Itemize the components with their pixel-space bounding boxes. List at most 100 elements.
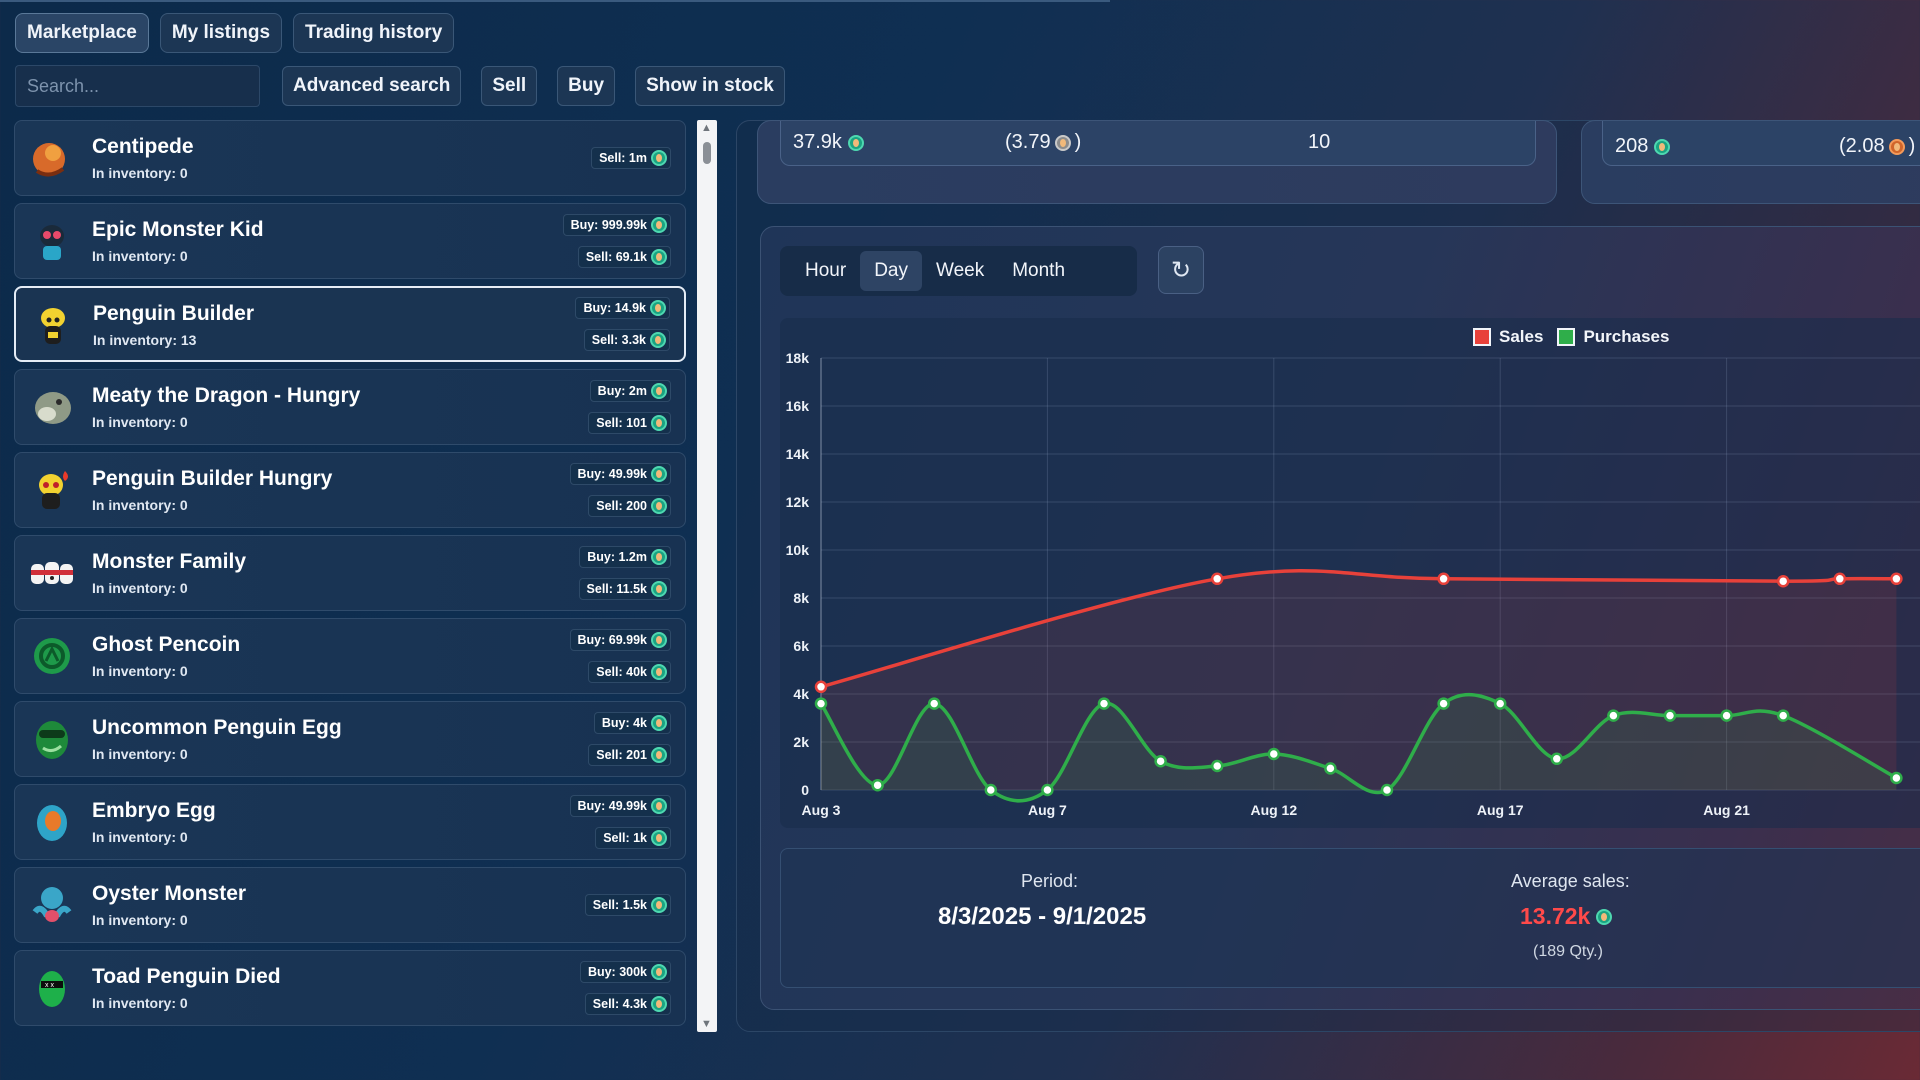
item-row[interactable]: x x Toad Penguin Died In inventory: 0 Buy: … (14, 950, 686, 1026)
data-point-sales (814, 680, 828, 694)
item-row[interactable]: Meaty the Dragon - Hungry In inventory: 0… (14, 369, 686, 445)
item-inventory: In inventory: 0 (92, 414, 188, 430)
x-tick-label: Aug 7 (1028, 802, 1067, 818)
item-inventory: In inventory: 0 (92, 746, 188, 762)
data-point-purchases (814, 697, 828, 710)
coin-icon (650, 300, 666, 316)
buy-price-badge: Buy: 4k (593, 712, 671, 734)
item-inventory: In inventory: 0 (92, 663, 188, 679)
item-prices: Buy: 4k Sell: 201 (588, 702, 671, 776)
buy-price-badge: Buy: 2m (589, 380, 671, 402)
item-row[interactable]: Embryo Egg In inventory: 0 Buy: 49.99k Sell… (14, 784, 686, 860)
buy-filter-button[interactable]: Buy (557, 66, 616, 106)
item-inventory: In inventory: 0 (92, 248, 188, 264)
item-name: Epic Monster Kid (92, 218, 264, 241)
timeframe-selector: Hour Day Week Month (780, 246, 1137, 296)
y-tick-label: 16k (786, 398, 810, 414)
legend-label-purchases: Purchases (1583, 327, 1670, 346)
sell-price-text: Sell: 1m (599, 151, 647, 165)
buy-price-text: Buy: 49.99k (577, 467, 647, 481)
coin-icon (651, 549, 667, 565)
item-row[interactable]: Uncommon Penguin Egg In inventory: 0 Buy: … (14, 701, 686, 777)
item-row[interactable]: Monster Family In inventory: 0 Buy: 1.2m Se… (14, 535, 686, 611)
period-value: 8/3/2025 - 9/1/2025 (938, 903, 1147, 930)
item-row[interactable]: Ghost Pencoin In inventory: 0 Buy: 69.99k S… (14, 618, 686, 694)
x-tick-label: Aug 3 (802, 802, 841, 818)
data-point-purchases (1776, 709, 1790, 722)
sell-price-badge: Sell: 3.3k (583, 329, 670, 351)
search-input[interactable] (15, 65, 260, 107)
item-name: Monster Family (92, 550, 247, 573)
y-tick-label: 18k (786, 350, 810, 366)
coin-icon (651, 632, 667, 648)
timeframe-week[interactable]: Week (935, 260, 985, 281)
list-scrollbar[interactable]: ▲ ▼ (697, 120, 717, 1032)
data-point-sales (1890, 572, 1903, 586)
item-prices: Sell: 1.5k (584, 868, 671, 942)
coin-icon (651, 996, 667, 1012)
sell-price-badge: Sell: 200 (588, 495, 671, 517)
y-tick-label: 0 (801, 782, 809, 798)
timeframe-day[interactable]: Day (860, 251, 922, 291)
data-point-purchases (1324, 762, 1337, 775)
sell-price-text: Sell: 69.1k (585, 250, 647, 264)
stat-value-secondary: 208 (1615, 135, 1649, 157)
series-area-sales (821, 570, 1897, 790)
coin-icon (650, 332, 666, 348)
oyster-monster-icon (29, 882, 75, 928)
item-row[interactable]: Penguin Builder In inventory: 13 Buy: 14.9… (14, 286, 686, 362)
average-sales-label: Average sales: (1511, 871, 1630, 891)
scroll-up-arrow-icon[interactable]: ▲ (701, 122, 712, 134)
buy-price-text: Buy: 1.2m (587, 550, 647, 564)
item-row[interactable]: Epic Monster Kid In inventory: 0 Buy: 999.… (14, 203, 686, 279)
buy-price-badge: Buy: 1.2m (579, 546, 671, 568)
buy-price-badge: Buy: 49.99k (569, 795, 671, 817)
scrollbar-thumb[interactable] (703, 142, 711, 164)
average-sales-value: 13.72k (1520, 903, 1613, 930)
stat-paren-close: ) (1074, 131, 1082, 153)
coin-icon (651, 249, 667, 265)
x-tick-label: Aug 21 (1703, 802, 1750, 818)
item-row[interactable]: Oyster Monster In inventory: 0 Sell: 1.5k (14, 867, 686, 943)
sell-price-badge: Sell: 1.5k (584, 894, 671, 916)
legend-label-sales: Sales (1499, 327, 1544, 346)
advanced-search-button[interactable]: Advanced search (282, 66, 462, 106)
item-row[interactable]: Centipede In inventory: 0 Sell: 1m (14, 120, 686, 196)
item-prices: Sell: 1m (591, 121, 671, 195)
sell-filter-button[interactable]: Sell (481, 66, 538, 106)
legend-item-sales[interactable]: Sales (1473, 327, 1543, 347)
legend-item-purchases[interactable]: Purchases (1557, 327, 1669, 347)
price-stats-row: 37.9k (3.79 ) 10 (780, 121, 1536, 166)
sell-price-badge: Sell: 69.1k (577, 246, 671, 268)
item-name: Penguin Builder (93, 302, 255, 325)
item-name: Toad Penguin Died (92, 965, 281, 988)
embryo-egg-icon (29, 799, 75, 845)
item-prices: Buy: 14.9k Sell: 3.3k (575, 288, 670, 360)
buy-price-badge: Buy: 49.99k (569, 463, 671, 485)
y-tick-label: 6k (793, 638, 809, 654)
item-row[interactable]: Penguin Builder Hungry In inventory: 0 Buy… (14, 452, 686, 528)
scroll-down-arrow-icon[interactable]: ▼ (701, 1018, 712, 1030)
ghost-pencoin-icon (29, 633, 75, 679)
item-name: Embryo Egg (92, 799, 216, 822)
data-point-purchases (927, 697, 941, 710)
y-tick-label: 14k (786, 446, 810, 462)
sell-price-text: Sell: 4.3k (592, 997, 647, 1011)
data-point-purchases (1210, 759, 1224, 773)
summary-panel: Period: 8/3/2025 - 9/1/2025 Average sale… (780, 848, 1920, 988)
search-toolbar: Advanced search Sell Buy Show in stock (15, 65, 785, 107)
tab-trading-history[interactable]: Trading history (293, 13, 455, 53)
timeframe-hour[interactable]: Hour (805, 260, 847, 281)
coin-icon (651, 664, 667, 680)
show-in-stock-button[interactable]: Show in stock (635, 66, 785, 106)
item-prices: Buy: 1.2m Sell: 11.5k (578, 536, 671, 610)
item-prices: Buy: 300k Sell: 4.3k (579, 951, 671, 1025)
tab-marketplace[interactable]: Marketplace (15, 13, 149, 53)
tab-my-listings[interactable]: My listings (159, 13, 283, 53)
main-tabs: Marketplace My listings Trading history (15, 13, 455, 53)
timeframe-month[interactable]: Month (1012, 260, 1066, 281)
refresh-button[interactable]: ↻ (1158, 246, 1204, 294)
stat-paren-close-secondary: ) (1908, 135, 1916, 157)
data-point-purchases (984, 783, 998, 797)
buy-price-text: Buy: 49.99k (577, 799, 647, 813)
